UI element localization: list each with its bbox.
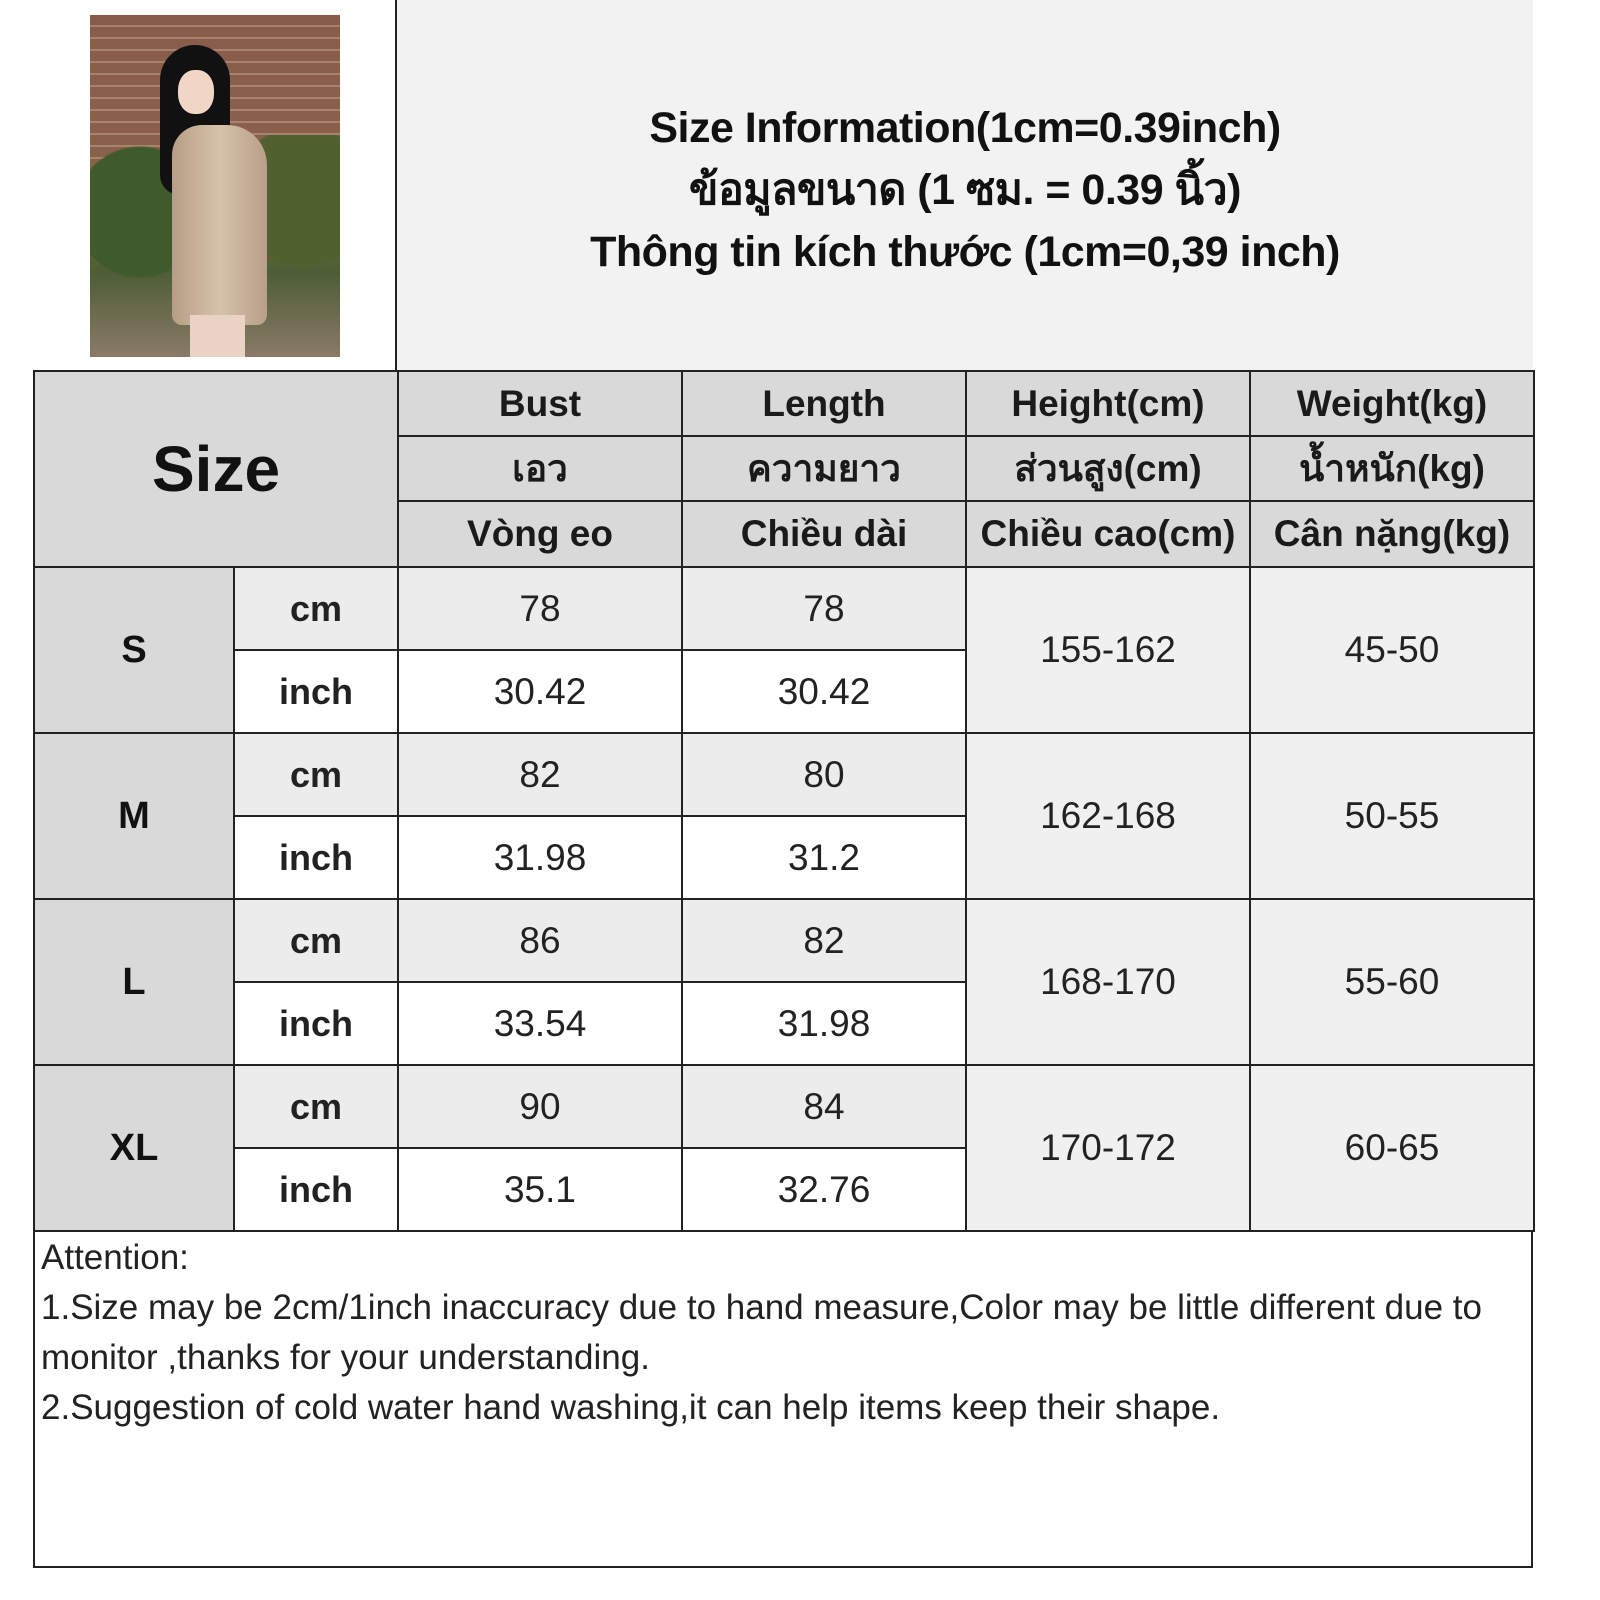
size-label: S bbox=[33, 566, 235, 734]
col-length-vi: Chiều dài bbox=[681, 500, 967, 568]
weight-range: 50-55 bbox=[1249, 732, 1535, 900]
weight-range: 45-50 bbox=[1249, 566, 1535, 734]
col-bust-th: เอว bbox=[397, 435, 683, 502]
length-inch: 32.76 bbox=[681, 1147, 967, 1232]
bust-inch: 31.98 bbox=[397, 815, 683, 900]
note-item: 1.Size may be 2cm/1inch inaccuracy due t… bbox=[41, 1288, 1482, 1377]
size-row-cm: XL cm 90 84 170-172 60-65 bbox=[33, 1064, 1535, 1232]
weight-range: 55-60 bbox=[1249, 898, 1535, 1066]
col-height-vi: Chiều cao(cm) bbox=[965, 500, 1251, 568]
bust-inch: 33.54 bbox=[397, 981, 683, 1066]
unit-inch: inch bbox=[233, 649, 399, 734]
bust-cm: 82 bbox=[397, 732, 683, 817]
size-row-inch: inch 35.1 32.76 bbox=[34, 1147, 1534, 1232]
size-row-inch: inch 30.42 30.42 bbox=[34, 649, 1534, 734]
size-label: L bbox=[33, 898, 235, 1066]
unit-inch: inch bbox=[233, 981, 399, 1066]
title-thai: ข้อมูลขนาด (1 ซม. = 0.39 นิ้ว) bbox=[689, 166, 1241, 214]
title-vietnamese: Thông tin kích thước (1cm=0,39 inch) bbox=[590, 228, 1340, 276]
height-range: 155-162 bbox=[965, 566, 1251, 734]
col-length-en: Length bbox=[681, 370, 967, 437]
size-header: Size bbox=[33, 370, 399, 568]
note-item: 2.Suggestion of cold water hand washing,… bbox=[41, 1388, 1221, 1427]
col-height-en: Height(cm) bbox=[965, 370, 1251, 437]
size-row-cm: S cm 78 78 155-162 45-50 bbox=[33, 566, 1535, 734]
length-cm: 82 bbox=[681, 898, 967, 983]
size-row-cm: M cm 82 80 162-168 50-55 bbox=[33, 732, 1535, 900]
length-cm: 84 bbox=[681, 1064, 967, 1149]
length-cm: 78 bbox=[681, 566, 967, 651]
attention-notes: Attention: 1.Size may be 2cm/1inch inacc… bbox=[35, 1233, 1531, 1433]
length-cm: 80 bbox=[681, 732, 967, 817]
unit-cm: cm bbox=[233, 566, 399, 651]
bust-cm: 78 bbox=[397, 566, 683, 651]
size-row-inch: inch 31.98 31.2 bbox=[34, 815, 1534, 900]
size-label: M bbox=[33, 732, 235, 900]
unit-inch: inch bbox=[233, 815, 399, 900]
bust-inch: 35.1 bbox=[397, 1147, 683, 1232]
col-length-th: ความยาว bbox=[681, 435, 967, 502]
size-label: XL bbox=[33, 1064, 235, 1232]
bust-inch: 30.42 bbox=[397, 649, 683, 734]
unit-cm: cm bbox=[233, 732, 399, 817]
length-inch: 30.42 bbox=[681, 649, 967, 734]
notes-heading: Attention: bbox=[41, 1238, 189, 1277]
col-bust-vi: Vòng eo bbox=[397, 500, 683, 568]
height-range: 162-168 bbox=[965, 732, 1251, 900]
bust-cm: 90 bbox=[397, 1064, 683, 1149]
height-range: 168-170 bbox=[965, 898, 1251, 1066]
length-inch: 31.98 bbox=[681, 981, 967, 1066]
size-info-title: Size Information(1cm=0.39inch) ข้อมูลขนา… bbox=[397, 0, 1533, 370]
title-english: Size Information(1cm=0.39inch) bbox=[649, 104, 1281, 152]
col-weight-en: Weight(kg) bbox=[1249, 370, 1535, 437]
size-row-inch: inch 33.54 31.98 bbox=[34, 981, 1534, 1066]
unit-cm: cm bbox=[233, 898, 399, 983]
col-weight-th: น้ำหนัก(kg) bbox=[1249, 435, 1535, 502]
product-photo-cell bbox=[33, 0, 397, 370]
unit-cm: cm bbox=[233, 1064, 399, 1149]
bust-cm: 86 bbox=[397, 898, 683, 983]
size-row-cm: L cm 86 82 168-170 55-60 bbox=[33, 898, 1535, 1066]
col-weight-vi: Cân nặng(kg) bbox=[1249, 500, 1535, 568]
col-height-th: ส่วนสูง(cm) bbox=[965, 435, 1251, 502]
col-bust-en: Bust bbox=[397, 370, 683, 437]
size-table: Size Bust Length Height(cm) Weight(kg) เ… bbox=[33, 370, 1535, 1232]
weight-range: 60-65 bbox=[1249, 1064, 1535, 1232]
height-range: 170-172 bbox=[965, 1064, 1251, 1232]
length-inch: 31.2 bbox=[681, 815, 967, 900]
unit-inch: inch bbox=[233, 1147, 399, 1232]
product-photo bbox=[90, 15, 340, 357]
